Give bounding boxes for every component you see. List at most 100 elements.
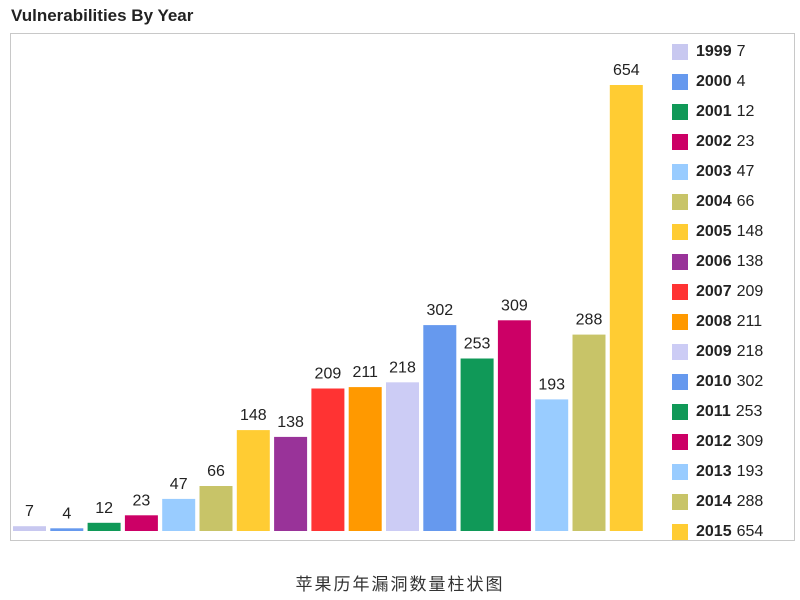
legend-value: 7 xyxy=(736,43,746,60)
legend-swatch xyxy=(672,314,688,330)
data-label-2011: 253 xyxy=(464,336,491,353)
legend-swatch xyxy=(672,374,688,390)
legend-swatch xyxy=(672,224,688,240)
data-label-2013: 193 xyxy=(538,376,565,393)
legend-value: 23 xyxy=(736,133,755,150)
legend-year: 2005 xyxy=(696,223,732,240)
legend-item-2010: 2010 302 xyxy=(672,367,794,397)
data-label-2002: 23 xyxy=(133,492,151,509)
bar-2005 xyxy=(236,430,270,531)
bar-2007 xyxy=(311,388,345,531)
bar-1999 xyxy=(13,526,46,531)
legend-year: 2003 xyxy=(696,163,732,180)
bar-2003 xyxy=(162,498,196,531)
legend-item-2008: 2008 211 xyxy=(672,307,794,337)
chart-legend: 1999 7 2000 4 2001 12 2002 23 2003 47 2004 66 2005 14… xyxy=(672,37,794,547)
legend-item-2013: 2013 193 xyxy=(672,457,794,487)
legend-value: 12 xyxy=(736,103,755,120)
legend-year: 2004 xyxy=(696,193,732,210)
bar-2015 xyxy=(609,85,643,531)
data-label-2006: 138 xyxy=(277,414,304,431)
legend-value: 193 xyxy=(736,463,764,480)
legend-swatch xyxy=(672,104,688,120)
chart-title: Vulnerabilities By Year xyxy=(11,6,194,25)
legend-item-2001: 2001 12 xyxy=(672,97,794,127)
legend-item-2015: 2015 654 xyxy=(672,517,794,547)
data-label-1999: 7 xyxy=(25,503,34,520)
legend-value: 309 xyxy=(736,433,764,450)
bar-2009 xyxy=(386,382,419,531)
legend-swatch xyxy=(672,74,688,90)
legend-swatch xyxy=(672,164,688,180)
data-label-2005: 148 xyxy=(240,407,267,424)
legend-swatch xyxy=(672,494,688,510)
legend-year: 2001 xyxy=(696,103,732,120)
legend-value: 66 xyxy=(736,193,755,210)
data-label-2001: 12 xyxy=(95,500,113,517)
legend-value: 148 xyxy=(736,223,764,240)
legend-value: 209 xyxy=(736,283,764,300)
legend-value: 654 xyxy=(736,523,764,540)
data-label-2014: 288 xyxy=(576,312,603,329)
bar-2002 xyxy=(124,515,158,531)
legend-item-2003: 2003 47 xyxy=(672,157,794,187)
legend-year: 2006 xyxy=(696,253,732,270)
legend-year: 2015 xyxy=(696,523,732,540)
legend-year: 2002 xyxy=(696,133,732,150)
bar-2013 xyxy=(535,399,569,531)
legend-swatch xyxy=(672,194,688,210)
legend-swatch xyxy=(672,44,688,60)
legend-swatch xyxy=(672,254,688,270)
legend-item-2012: 2012 309 xyxy=(672,427,794,457)
bar-2012 xyxy=(497,320,531,531)
legend-year: 2014 xyxy=(696,493,732,510)
legend-year: 2013 xyxy=(696,463,732,480)
legend-item-2007: 2007 209 xyxy=(672,277,794,307)
legend-year: 2010 xyxy=(696,373,732,390)
data-label-2009: 218 xyxy=(389,359,416,376)
bar-2010 xyxy=(423,325,457,531)
legend-year: 1999 xyxy=(696,43,732,60)
legend-item-2006: 2006 138 xyxy=(672,247,794,277)
legend-value: 4 xyxy=(736,73,746,90)
data-label-2000: 4 xyxy=(62,505,71,522)
legend-value: 218 xyxy=(736,343,764,360)
data-label-2010: 302 xyxy=(426,302,453,319)
legend-year: 2011 xyxy=(696,403,731,420)
legend-swatch xyxy=(672,134,688,150)
bar-2008 xyxy=(348,387,382,531)
legend-swatch xyxy=(672,524,688,540)
legend-year: 2012 xyxy=(696,433,732,450)
legend-swatch xyxy=(672,464,688,480)
data-label-2004: 66 xyxy=(207,463,225,480)
bar-2006 xyxy=(274,436,308,531)
legend-year: 2008 xyxy=(696,313,732,330)
bar-2000 xyxy=(50,528,84,531)
figure-caption: 苹果历年漏洞数量柱状图 xyxy=(295,575,505,595)
legend-value: 302 xyxy=(736,373,764,390)
legend-item-2014: 2014 288 xyxy=(672,487,794,517)
legend-swatch xyxy=(672,344,688,360)
legend-item-2004: 2004 66 xyxy=(672,187,794,217)
bar-2011 xyxy=(460,358,494,531)
legend-value: 253 xyxy=(735,403,763,420)
bar-2001 xyxy=(87,522,121,531)
legend-swatch xyxy=(672,284,688,300)
data-label-2012: 309 xyxy=(501,297,528,314)
legend-swatch xyxy=(672,434,688,450)
legend-year: 2007 xyxy=(696,283,732,300)
legend-item-1999: 1999 7 xyxy=(672,37,794,67)
legend-item-2011: 2011 253 xyxy=(672,397,794,427)
data-label-2008: 211 xyxy=(352,364,378,381)
legend-year: 2009 xyxy=(696,343,732,360)
legend-value: 288 xyxy=(736,493,764,510)
data-label-2003: 47 xyxy=(170,476,188,493)
data-label-2007: 209 xyxy=(315,366,342,383)
bar-2004 xyxy=(199,486,233,531)
bar-2014 xyxy=(572,334,606,531)
legend-item-2005: 2005 148 xyxy=(672,217,794,247)
legend-value: 211 xyxy=(736,313,763,330)
legend-year: 2000 xyxy=(696,73,732,90)
legend-item-2002: 2002 23 xyxy=(672,127,794,157)
legend-value: 138 xyxy=(736,253,764,270)
